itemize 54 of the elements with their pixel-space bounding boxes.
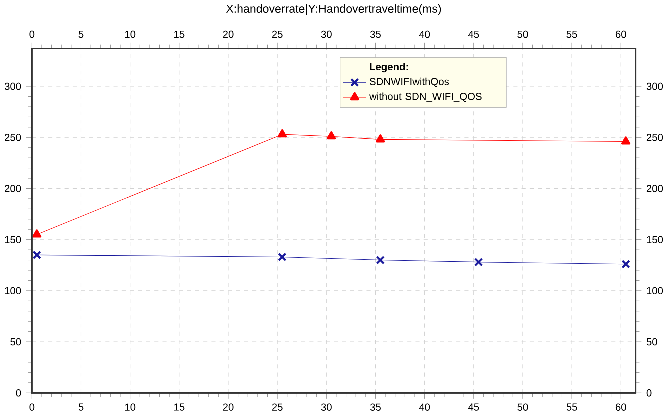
x-tick-label: 45: [468, 31, 480, 38]
point: [376, 134, 386, 143]
x-tick-label: 30: [321, 31, 332, 38]
x-tick-label: 20: [223, 31, 234, 38]
y2-tick-label: 0: [646, 390, 652, 398]
y-tick-label: 50: [10, 338, 22, 346]
point: [474, 258, 484, 267]
point: [32, 251, 42, 260]
x2-tick-label: 25: [272, 404, 283, 412]
x2-tick-label: 35: [370, 404, 381, 412]
y2-tick-label: 100: [647, 288, 664, 295]
x2-tick-label: 30: [321, 404, 332, 412]
x-tick-label: 25: [272, 31, 283, 38]
legend-label: SDNWIFIwithQos: [370, 78, 450, 88]
x-tick-label: 35: [370, 31, 381, 38]
x-tick-label: 40: [419, 31, 430, 38]
x-tick-label: 5: [78, 31, 84, 38]
legend-label: without SDN_WIFI_QOS: [369, 93, 482, 102]
x-tick-label: 55: [566, 31, 578, 38]
y-tick-label: 300: [4, 83, 22, 90]
x2-tick-label: 5: [78, 404, 84, 412]
point: [32, 230, 42, 238]
chart-title: X:handoverrate|Y:Handovertraveltime(ms): [226, 4, 442, 16]
y2-tick-label: 250: [646, 134, 664, 142]
point: [278, 253, 287, 262]
x2-tick-label: 50: [518, 404, 528, 412]
x-tick-label: 50: [518, 31, 528, 38]
x2-tick-label: 55: [566, 404, 578, 412]
y-tick-label: 250: [5, 134, 22, 142]
legend-title: Legend:: [370, 63, 408, 73]
x-tick-label: 15: [174, 31, 185, 38]
point: [622, 260, 630, 269]
x-tick-label: 60: [616, 31, 626, 38]
y-tick-label: 200: [5, 185, 22, 193]
point: [376, 256, 386, 265]
point: [621, 136, 631, 146]
y2-tick-label: 150: [647, 236, 664, 244]
y2-tick-label: 200: [646, 185, 664, 193]
y2-tick-label: 300: [646, 83, 664, 90]
x2-tick-label: 10: [125, 404, 136, 412]
y-tick-label: 150: [5, 236, 22, 244]
x2-tick-label: 15: [174, 404, 185, 412]
x2-tick-label: 40: [419, 404, 430, 412]
y-tick-label: 100: [5, 288, 22, 295]
point: [278, 130, 288, 138]
point: [326, 132, 336, 140]
x-tick-label: 0: [30, 31, 35, 38]
x2-tick-label: 45: [468, 404, 480, 412]
x2-tick-label: 60: [616, 404, 626, 412]
y2-tick-label: 50: [646, 338, 658, 346]
x-tick-label: 10: [125, 31, 136, 38]
x2-tick-label: 0: [30, 404, 35, 412]
y-tick-label: 0: [16, 390, 22, 398]
x2-tick-label: 20: [223, 404, 234, 412]
